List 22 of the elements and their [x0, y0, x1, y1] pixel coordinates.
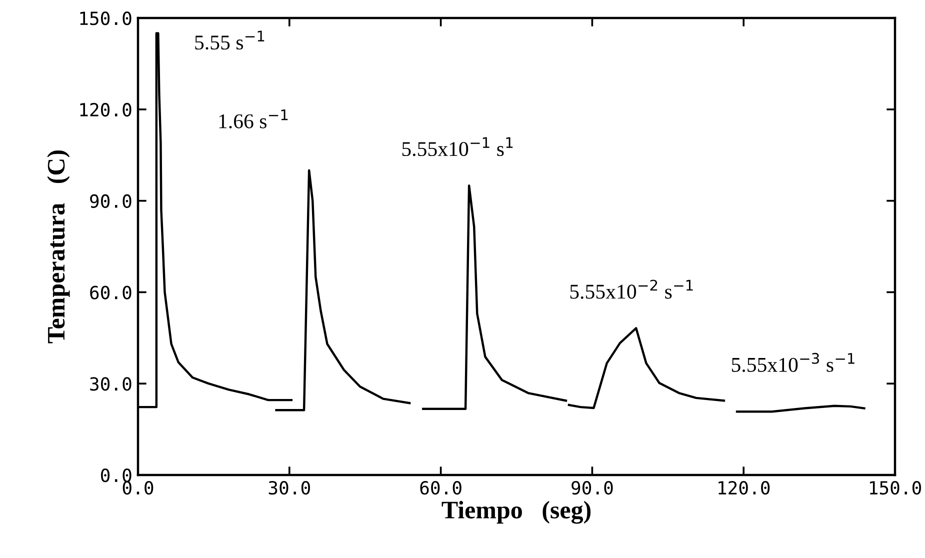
y-axis-title: Temperatura (C): [47, 150, 70, 344]
y-tick-label: 30.0: [90, 377, 132, 391]
line-series: [422, 184, 568, 410]
x-tick-label: 120.0: [718, 480, 770, 495]
annotation: 5.55x10$^{−1}$ s$^{1}$: [402, 137, 513, 156]
y-tick-label: 0.0: [101, 468, 132, 482]
line-series: [275, 169, 411, 412]
annotation: 5.55x10$^{−3}$ s$^{−1}$: [732, 352, 854, 372]
x-tick-label: 30.0: [268, 480, 310, 495]
x-tick-label: 150.0: [870, 480, 922, 495]
line-series: [568, 327, 726, 410]
y-tick-label: 60.0: [90, 286, 132, 300]
annotation: 1.66 s$^{−1}$: [219, 110, 288, 128]
x-tick-label: 0.0: [122, 480, 154, 495]
x-axis-title: Tiempo (seg): [442, 500, 591, 524]
annotation: 5.55 s$^{−1}$: [195, 30, 264, 50]
y-tick-label: 90.0: [90, 194, 132, 208]
y-tick-label: 120.0: [80, 102, 132, 117]
annotation: 5.55x10$^{−2}$ s$^{−1}$: [570, 280, 693, 299]
y-tick-label: 150.0: [80, 12, 132, 26]
x-tick-label: 60.0: [420, 480, 462, 495]
x-tick-label: 90.0: [572, 480, 613, 495]
